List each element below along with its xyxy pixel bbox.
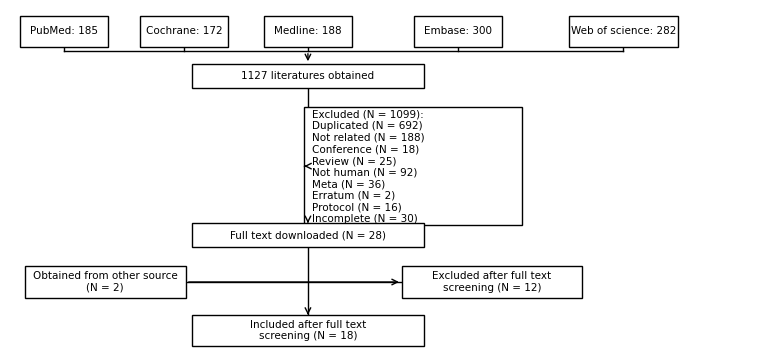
Text: Meta (N = 36): Meta (N = 36) xyxy=(312,179,385,189)
Bar xyxy=(192,64,424,88)
Text: Cochrane: 172: Cochrane: 172 xyxy=(146,26,222,36)
Text: Not related (N = 188): Not related (N = 188) xyxy=(312,133,424,143)
Text: Protocol (N = 16): Protocol (N = 16) xyxy=(312,202,401,212)
Text: Incomplete (N = 30): Incomplete (N = 30) xyxy=(312,214,417,224)
Bar xyxy=(192,315,424,346)
Text: 1127 literatures obtained: 1127 literatures obtained xyxy=(241,71,375,81)
Bar xyxy=(192,223,424,247)
Text: Obtained from other source
(N = 2): Obtained from other source (N = 2) xyxy=(33,271,178,293)
Bar xyxy=(414,16,502,47)
Bar xyxy=(20,16,108,47)
Text: PubMed: 185: PubMed: 185 xyxy=(30,26,98,36)
Text: Medline: 188: Medline: 188 xyxy=(274,26,342,36)
Text: Included after full text
screening (N = 18): Included after full text screening (N = … xyxy=(250,320,366,341)
Bar xyxy=(402,267,582,298)
Text: Web of science: 282: Web of science: 282 xyxy=(571,26,676,36)
Text: Excluded (N = 1099):: Excluded (N = 1099): xyxy=(312,110,424,120)
Bar xyxy=(264,16,352,47)
Bar xyxy=(569,16,678,47)
Text: Conference (N = 18): Conference (N = 18) xyxy=(312,144,419,155)
Text: Not human (N = 92): Not human (N = 92) xyxy=(312,168,417,178)
Bar xyxy=(25,267,186,298)
Bar xyxy=(304,107,522,225)
Bar xyxy=(139,16,228,47)
Text: Erratum (N = 2): Erratum (N = 2) xyxy=(312,191,395,201)
Text: Excluded after full text
screening (N = 12): Excluded after full text screening (N = … xyxy=(432,271,552,293)
Text: Duplicated (N = 692): Duplicated (N = 692) xyxy=(312,121,422,131)
Text: Full text downloaded (N = 28): Full text downloaded (N = 28) xyxy=(230,230,386,240)
Text: Review (N = 25): Review (N = 25) xyxy=(312,156,396,166)
Text: Embase: 300: Embase: 300 xyxy=(424,26,492,36)
